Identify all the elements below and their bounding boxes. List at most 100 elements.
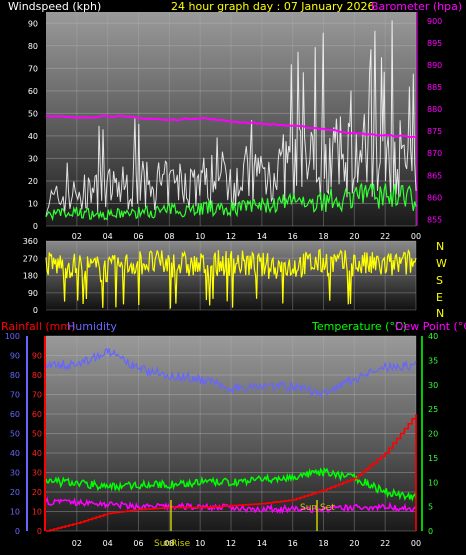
- x-tick-label-top: 22: [380, 232, 390, 241]
- x-tick-label-bottom: 16: [288, 539, 298, 548]
- x-tick-label-bottom: 20: [349, 539, 359, 548]
- humidity-y-tick: 10: [10, 508, 20, 517]
- wind-y-tick: 90: [28, 19, 38, 28]
- x-tick-label-bottom: 10: [195, 539, 205, 548]
- temp-y-tick: 20: [428, 430, 438, 439]
- barometer-line: [45, 114, 417, 139]
- wind-direction-line: [45, 248, 417, 309]
- rainfall-axis-title: Rainfall (mm): [1, 320, 75, 333]
- humidity-y-tick: 100: [5, 332, 20, 341]
- humidity-line: [45, 347, 417, 399]
- baro-y-tick: 875: [427, 127, 442, 136]
- wind-y-tick: 30: [28, 154, 38, 163]
- wind-gust-line: [45, 20, 417, 217]
- humidity-y-tick: 30: [10, 469, 20, 478]
- baro-y-tick: 890: [427, 61, 442, 70]
- compass-e: E: [436, 291, 443, 304]
- wind-y-tick: 70: [28, 64, 38, 73]
- baro-y-tick: 865: [427, 171, 442, 180]
- direction-y-tick: 270: [23, 254, 38, 263]
- wind-axis-title: Windspeed (kph): [8, 0, 101, 13]
- wind-y-tick: 40: [28, 132, 38, 141]
- x-tick-label-bottom: 22: [380, 539, 390, 548]
- rain-y-tick: 40: [32, 449, 42, 458]
- compass-n-top: N: [436, 240, 444, 253]
- temperature-axis-title: Temperature (°C): [311, 320, 407, 333]
- axis-labels: 02 02 04 04 06 06 08 08 10 10 12 12 14 14 16 16 18 18 20 20…: [5, 12, 442, 548]
- direction-y-tick: 360: [23, 237, 38, 246]
- temp-y-tick: 5: [428, 503, 433, 512]
- wind-y-tick: 80: [28, 42, 38, 51]
- wind-average-line: [45, 183, 417, 222]
- direction-y-tick: 90: [28, 289, 38, 298]
- baro-y-tick: 860: [427, 193, 442, 202]
- rain-y-tick: 10: [32, 508, 42, 517]
- x-tick-label-bottom: 00: [411, 539, 421, 548]
- wind-y-tick: 0: [33, 222, 38, 231]
- x-tick-label-top: 08: [164, 232, 174, 241]
- rainfall-line: [46, 414, 417, 532]
- rain-y-tick: 60: [32, 410, 42, 419]
- sunset-label: Sun Set: [300, 503, 335, 513]
- baro-y-tick: 900: [427, 17, 442, 26]
- baro-y-tick: 885: [427, 83, 442, 92]
- x-tick-label-top: 00: [411, 232, 421, 241]
- humidity-y-tick: 0: [15, 527, 20, 536]
- wind-y-tick: 20: [28, 177, 38, 186]
- rain-y-tick: 80: [32, 371, 42, 380]
- rain-y-tick: 0: [37, 527, 42, 536]
- humidity-axis-title: Humidity: [67, 320, 117, 333]
- direction-y-tick: 180: [23, 272, 38, 281]
- baro-y-tick: 895: [427, 39, 442, 48]
- rain-y-tick: 20: [32, 488, 42, 497]
- rain-y-tick: 90: [32, 352, 42, 361]
- x-tick-label-top: 16: [288, 232, 298, 241]
- temp-y-tick: 25: [428, 405, 438, 414]
- wind-y-tick: 50: [28, 109, 38, 118]
- temperature-panel: [46, 336, 416, 531]
- x-tick-label-bottom: 18: [318, 539, 328, 548]
- temp-y-tick: 40: [428, 332, 438, 341]
- x-tick-label-bottom: 04: [103, 539, 113, 548]
- direction-y-tick: 0: [33, 306, 38, 315]
- dewpoint-axis-title: Dew Point (°C): [395, 320, 466, 333]
- rain-y-tick: 30: [32, 469, 42, 478]
- temp-y-tick: 30: [428, 381, 438, 390]
- humidity-y-tick: 40: [10, 449, 20, 458]
- grid-lines: [46, 12, 417, 532]
- temp-y-tick: 35: [428, 356, 438, 365]
- compass-s: S: [436, 274, 443, 287]
- compass-n-bottom: N: [436, 307, 444, 320]
- x-tick-label-bottom: 12: [226, 539, 236, 548]
- x-tick-label-bottom: 06: [133, 539, 143, 548]
- rain-y-tick: 70: [32, 391, 42, 400]
- humidity-y-tick: 70: [10, 391, 20, 400]
- rain-y-tick: 50: [32, 430, 42, 439]
- x-tick-label-bottom: 08: [164, 539, 174, 548]
- temp-y-tick: 15: [428, 454, 438, 463]
- sunrise-label: SunRise: [154, 539, 191, 549]
- humidity-y-tick: 80: [10, 371, 20, 380]
- humidity-y-tick: 90: [10, 352, 20, 361]
- dewpoint-line: [45, 496, 417, 515]
- wind-y-tick: 60: [28, 87, 38, 96]
- chart-marks: [45, 20, 417, 532]
- baro-y-tick: 870: [427, 149, 442, 158]
- x-tick-label-top: 18: [318, 232, 328, 241]
- x-tick-label-bottom: 14: [257, 539, 267, 548]
- barometer-axis-title: Barometer (hpa): [371, 0, 462, 13]
- temperature-line: [45, 467, 417, 502]
- compass-w: W: [436, 257, 447, 270]
- x-tick-label-top: 02: [72, 232, 82, 241]
- x-tick-label-top: 06: [133, 232, 143, 241]
- baro-y-tick: 855: [427, 215, 442, 224]
- x-tick-label-top: 20: [349, 232, 359, 241]
- baro-y-tick: 880: [427, 105, 442, 114]
- humidity-y-tick: 20: [10, 488, 20, 497]
- temp-y-tick: 0: [428, 527, 433, 536]
- temp-y-tick: 10: [428, 478, 438, 487]
- wind-y-tick: 10: [28, 199, 38, 208]
- x-tick-label-top: 10: [195, 232, 205, 241]
- humidity-y-tick: 60: [10, 410, 20, 419]
